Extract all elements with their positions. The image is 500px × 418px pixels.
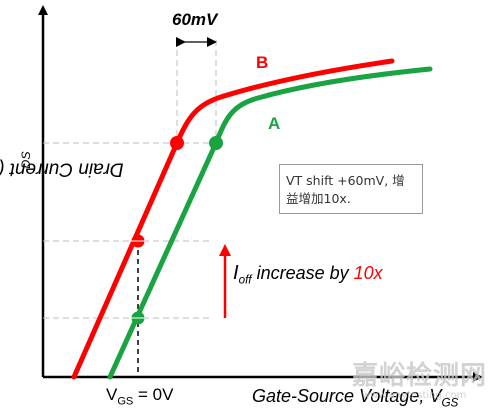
ioff-factor: 10x — [353, 263, 383, 283]
curve-b-label: B — [256, 53, 269, 72]
curve-a-label: A — [268, 114, 281, 133]
shift-label: 60mV — [172, 10, 218, 29]
vgs-zero-label: VGS = 0V — [106, 385, 174, 408]
watermark-url: www.anytesting.com — [362, 390, 467, 401]
curve-b — [71, 58, 395, 380]
curve-a-point-high — [209, 136, 223, 150]
watermark: 嘉峪检测网 — [352, 361, 488, 391]
note-box: VT shift +60mV, 增益增加10x. — [279, 164, 423, 214]
x-axis-label: Gate-Source Voltage, VGS — [252, 386, 459, 410]
curve-b-point-high — [170, 136, 184, 150]
curve-a — [107, 66, 433, 380]
ioff-label: Ioff increase by 10x — [233, 262, 383, 287]
